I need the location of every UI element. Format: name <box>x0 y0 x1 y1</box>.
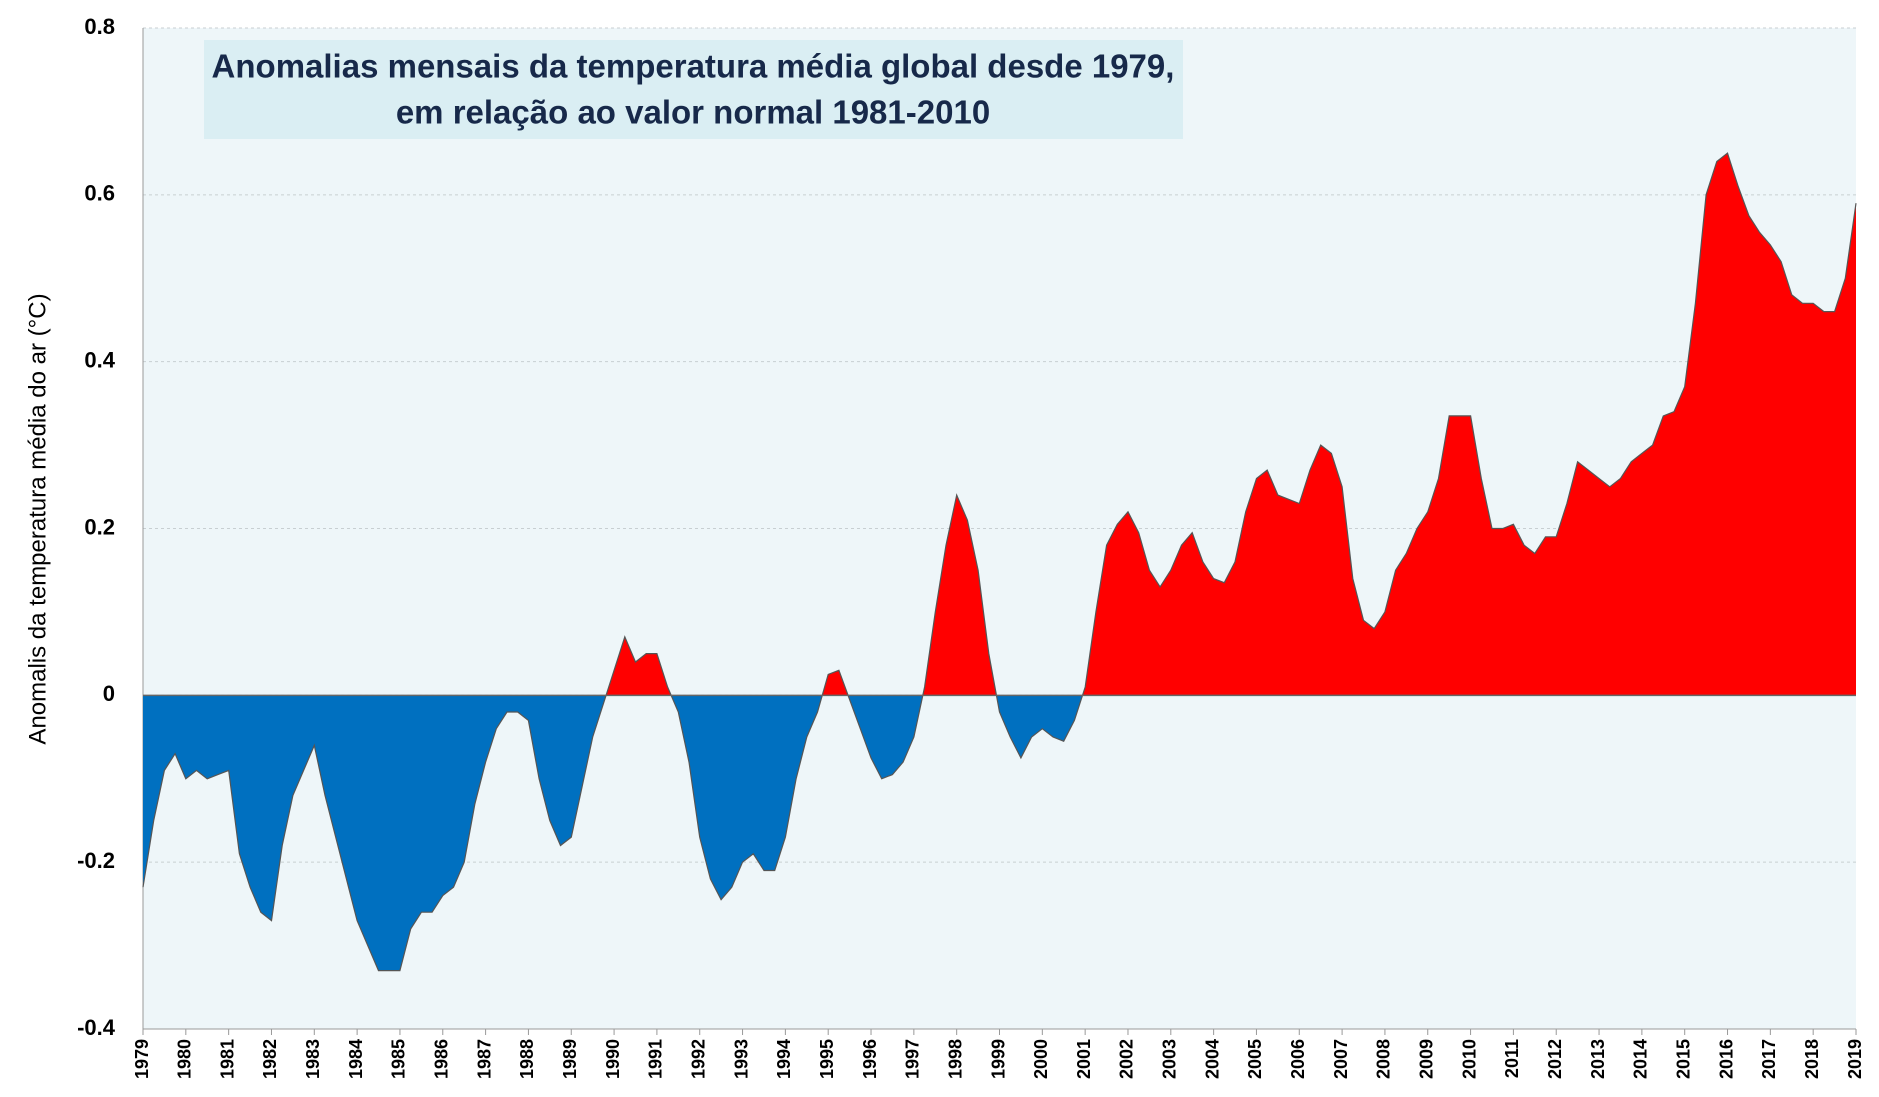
x-tick-label: 1979 <box>132 1039 152 1079</box>
x-tick-label: 2005 <box>1245 1039 1265 1079</box>
x-tick-label: 2014 <box>1631 1039 1651 1079</box>
x-tick-label: 2003 <box>1160 1039 1180 1079</box>
x-tick-label: 1980 <box>175 1039 195 1079</box>
x-tick-label: 2009 <box>1417 1039 1437 1079</box>
x-tick-label: 1995 <box>817 1039 837 1079</box>
x-tick-label: 1990 <box>603 1039 623 1079</box>
anomaly-line <box>142 152 1857 972</box>
x-tick-label: 1981 <box>217 1039 237 1079</box>
title-box <box>204 40 1183 139</box>
chart-title: em relação ao valor normal 1981-2010 <box>396 94 990 131</box>
chart-title: Anomalias mensais da temperatura média g… <box>212 48 1175 85</box>
y-tick-label: 0.2 <box>84 514 115 539</box>
y-tick-label: -0.4 <box>77 1015 116 1040</box>
x-tick-label: 2019 <box>1845 1039 1865 1079</box>
x-tick-label: 1996 <box>860 1039 880 1079</box>
x-tick-label: 2018 <box>1802 1039 1822 1079</box>
y-tick-label: 0.8 <box>84 14 115 39</box>
x-tick-label: 1986 <box>432 1039 452 1079</box>
x-tick-label: 2000 <box>1031 1039 1051 1079</box>
x-tick-label: 2017 <box>1759 1039 1779 1079</box>
x-tick-label: 2011 <box>1502 1039 1522 1078</box>
x-tick-label: 2006 <box>1288 1039 1308 1079</box>
y-tick-label: 0.4 <box>84 347 115 372</box>
x-tick-label: 1999 <box>988 1039 1008 1079</box>
y-tick-label: -0.2 <box>77 848 115 873</box>
x-tick-label: 2016 <box>1716 1039 1736 1079</box>
x-tick-label: 2004 <box>1202 1039 1222 1079</box>
x-tick-label: 1982 <box>260 1039 280 1079</box>
x-tick-label: 1987 <box>474 1039 494 1079</box>
x-tick-label: 1985 <box>389 1039 409 1079</box>
x-tick-label: 2013 <box>1588 1039 1608 1079</box>
x-tick-label: 2015 <box>1673 1039 1693 1079</box>
x-tick-label: 1988 <box>517 1039 537 1079</box>
x-tick-label: 2001 <box>1074 1039 1094 1079</box>
x-tick-label: 2010 <box>1459 1039 1479 1079</box>
x-tick-label: 2012 <box>1545 1039 1565 1079</box>
x-tick-label: 1984 <box>346 1039 366 1079</box>
x-tick-label: 1992 <box>688 1039 708 1079</box>
x-tick-label: 2008 <box>1374 1039 1394 1079</box>
x-tick-label: 1983 <box>303 1039 323 1079</box>
anomaly-area <box>143 153 1856 971</box>
y-tick-label: 0.6 <box>84 181 115 206</box>
x-tick-label: 2002 <box>1117 1039 1137 1079</box>
x-tick-label: 1998 <box>945 1039 965 1079</box>
x-tick-label: 1994 <box>774 1039 794 1079</box>
x-tick-label: 2007 <box>1331 1039 1351 1079</box>
x-tick-label: 1993 <box>731 1039 751 1079</box>
y-axis-label: Anomalis da temperatura média do ar (°C) <box>24 293 51 744</box>
x-tick-label: 1989 <box>560 1039 580 1079</box>
y-tick-label: 0 <box>103 681 115 706</box>
x-tick-label: 1997 <box>903 1039 923 1079</box>
x-tick-label: 1991 <box>646 1039 666 1079</box>
